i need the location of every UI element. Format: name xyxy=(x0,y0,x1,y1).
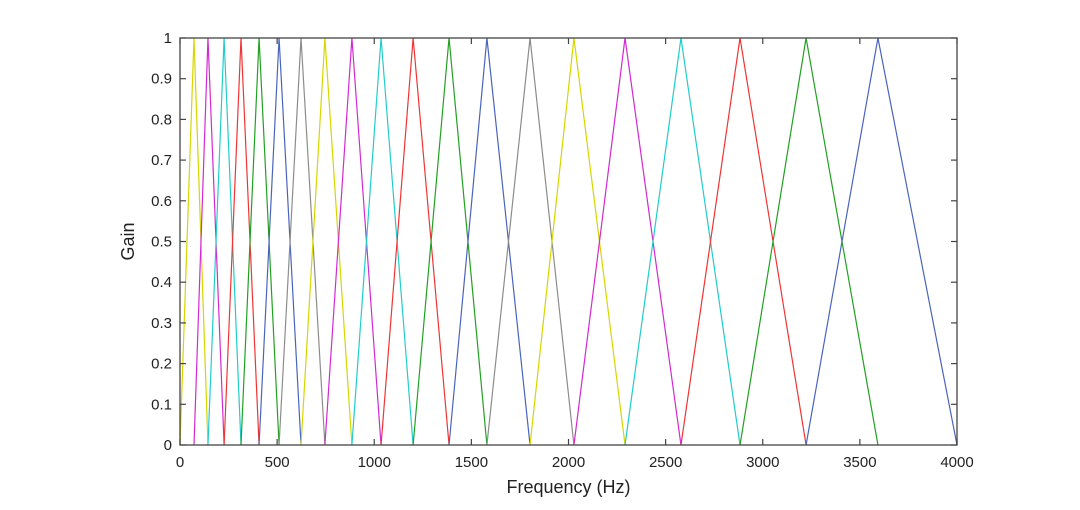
plot-frame xyxy=(179,37,958,446)
y-tick-label: 0.5 xyxy=(151,234,172,251)
y-axis-ticks: 0 0.1 0.2 0.3 0.4 0.5 0.6 0.7 0.8 0.9 1 xyxy=(151,30,957,454)
x-tick-label: 3500 xyxy=(843,454,876,471)
x-tick-label: 3000 xyxy=(746,454,779,471)
filter-series xyxy=(179,37,958,446)
filter-line-19 xyxy=(739,37,879,446)
filter-line-5 xyxy=(240,37,280,446)
y-tick-label: 0.7 xyxy=(151,152,172,169)
x-axis-ticks: 0 500 1000 1500 2000 2500 3000 3500 4000 xyxy=(176,38,974,471)
filter-line-3 xyxy=(207,37,242,446)
filter-line-6 xyxy=(258,37,302,446)
filter-line-16 xyxy=(573,37,682,446)
filter-line-12 xyxy=(412,37,488,446)
filter-line-10 xyxy=(351,37,414,446)
filter-line-15 xyxy=(529,37,626,446)
y-tick-label: 0.3 xyxy=(151,315,172,332)
filter-line-17 xyxy=(624,37,741,446)
x-axis-label: Frequency (Hz) xyxy=(506,477,630,497)
x-tick-label: 0 xyxy=(176,454,184,471)
filter-line-9 xyxy=(324,37,382,446)
filter-line-4 xyxy=(223,37,260,446)
y-axis-label: Gain xyxy=(118,222,138,260)
filter-line-8 xyxy=(300,37,353,446)
y-tick-label: 0.1 xyxy=(151,396,172,413)
filter-line-11 xyxy=(380,37,450,446)
filter-line-18 xyxy=(680,37,807,446)
x-tick-label: 1000 xyxy=(358,454,391,471)
y-tick-label: 0 xyxy=(164,437,172,454)
filter-line-2 xyxy=(193,37,225,446)
filter-line-20 xyxy=(805,37,958,446)
filter-line-14 xyxy=(486,37,575,446)
y-tick-label: 0.4 xyxy=(151,274,172,291)
filter-line-7 xyxy=(278,37,326,446)
y-tick-label: 1 xyxy=(164,30,172,47)
y-tick-label: 0.8 xyxy=(151,111,172,128)
x-tick-label: 2000 xyxy=(552,454,585,471)
y-tick-label: 0.2 xyxy=(151,356,172,373)
y-tick-label: 0.6 xyxy=(151,193,172,210)
filter-line-13 xyxy=(448,37,531,446)
y-tick-label: 0.9 xyxy=(151,71,172,88)
x-tick-label: 500 xyxy=(265,454,290,471)
x-tick-label: 4000 xyxy=(940,454,973,471)
x-tick-label: 1500 xyxy=(455,454,488,471)
x-tick-label: 2500 xyxy=(649,454,682,471)
